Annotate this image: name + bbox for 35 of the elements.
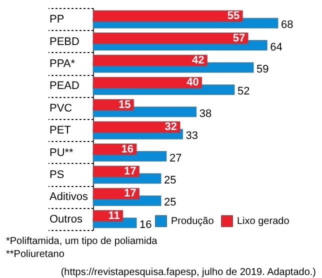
y-tick-label: PET bbox=[50, 124, 72, 137]
data-label: 17 bbox=[124, 188, 136, 200]
data-label: 16 bbox=[121, 143, 134, 156]
y-tick-label: PEAD bbox=[50, 80, 80, 92]
data-label: 25 bbox=[164, 196, 176, 209]
y-tick-label: PU** bbox=[50, 146, 74, 159]
legend-label: Produção bbox=[171, 216, 214, 228]
data-label: 59 bbox=[256, 64, 269, 76]
y-tick-label: PS bbox=[50, 169, 64, 181]
y-tick-label: PP bbox=[50, 14, 64, 26]
y-tick-label: PVC bbox=[50, 102, 72, 114]
data-label: 33 bbox=[186, 130, 198, 142]
data-label: 52 bbox=[237, 86, 250, 98]
legend-label: Lixo gerado bbox=[237, 216, 290, 228]
data-label: 15 bbox=[118, 98, 131, 111]
data-label: 32 bbox=[164, 121, 178, 134]
y-tick-label: PEBD bbox=[50, 36, 80, 48]
data-label: 16 bbox=[140, 218, 152, 231]
data-label: 42 bbox=[192, 54, 204, 66]
data-label: 64 bbox=[270, 41, 282, 54]
y-tick-label: Outros bbox=[50, 213, 84, 226]
data-label: 55 bbox=[227, 10, 240, 22]
data-label: 57 bbox=[232, 32, 246, 44]
data-label: 68 bbox=[281, 19, 294, 32]
data-label: 40 bbox=[186, 76, 199, 89]
data-label: 11 bbox=[108, 210, 120, 222]
text: **Poliuretano bbox=[6, 248, 66, 261]
data-label: 27 bbox=[169, 152, 182, 164]
data-label: 25 bbox=[164, 174, 176, 186]
data-label: 17 bbox=[124, 166, 136, 178]
y-tick-label: PPA* bbox=[50, 58, 76, 70]
text: (https://revistapesquisa.fapesp, julho de 2019. Adaptado.) bbox=[60, 267, 316, 278]
text: *Poliftamida, um tipo de poliamida bbox=[6, 235, 158, 248]
data-label: 38 bbox=[199, 108, 212, 120]
y-tick-label: Aditivos bbox=[50, 191, 89, 204]
